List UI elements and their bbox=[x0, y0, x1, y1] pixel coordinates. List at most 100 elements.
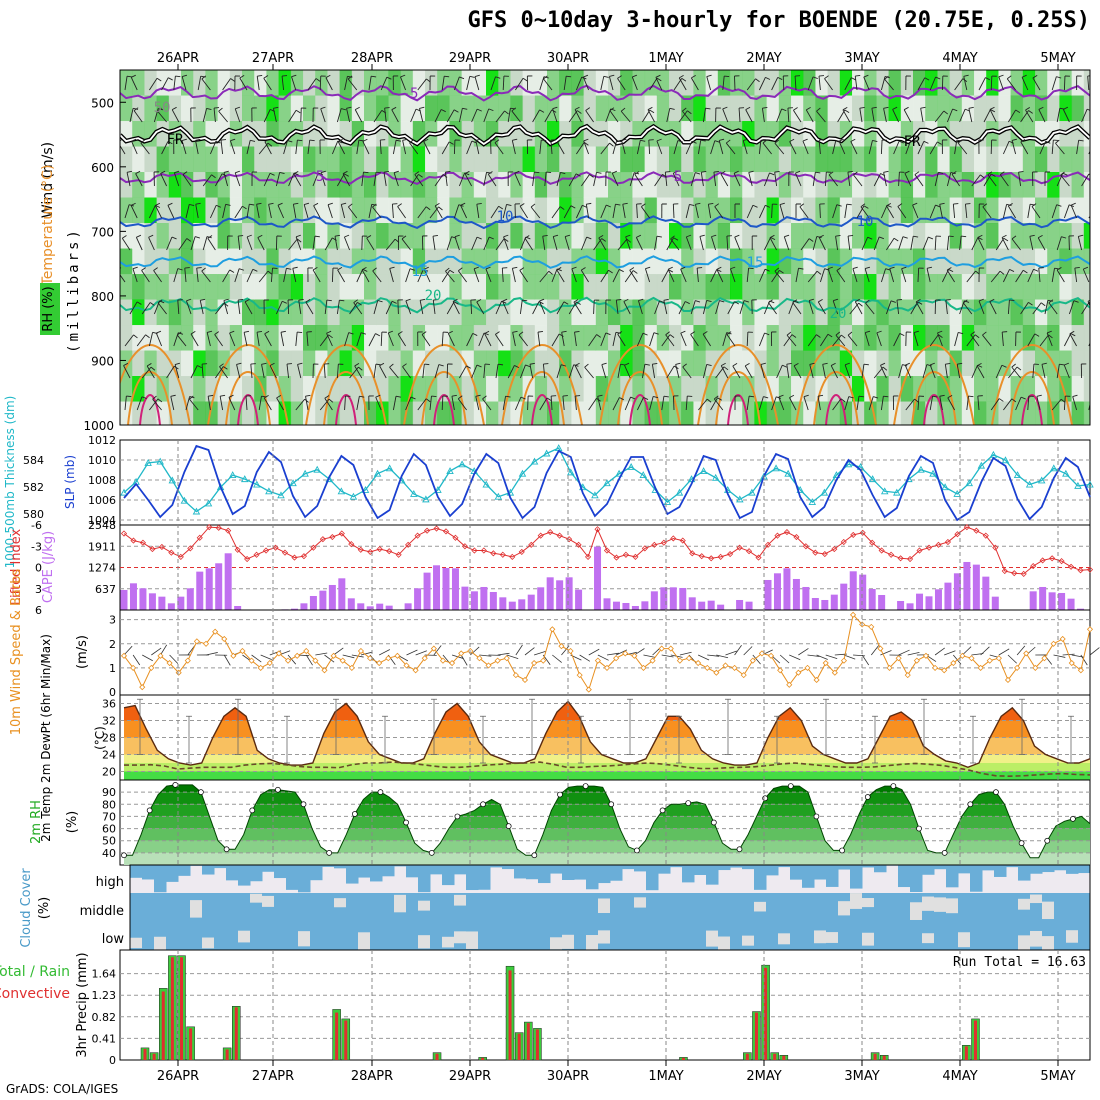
rh-cell bbox=[229, 350, 243, 377]
wind-barb bbox=[636, 332, 644, 347]
wind-barb-flag bbox=[414, 171, 420, 175]
cloud-low-gap bbox=[562, 934, 575, 949]
wind-barb bbox=[1032, 302, 1042, 315]
wind-barb-flag bbox=[1072, 394, 1078, 397]
wind-barb-flag bbox=[1047, 299, 1053, 302]
rh-cell bbox=[937, 223, 951, 249]
wind-barb bbox=[847, 334, 858, 347]
rh-cell bbox=[961, 325, 975, 351]
wind-barb bbox=[983, 173, 992, 187]
wind-barb bbox=[268, 204, 272, 219]
rh-cell bbox=[437, 325, 450, 351]
rh-cell bbox=[1022, 350, 1036, 377]
wind-barb bbox=[696, 268, 699, 283]
wind-barb bbox=[532, 301, 540, 315]
rh-cell bbox=[937, 95, 951, 122]
wind-barb-flag bbox=[297, 139, 303, 142]
wind-barb bbox=[672, 173, 680, 187]
cloud-mid-cell bbox=[238, 893, 251, 922]
wind-barb bbox=[710, 269, 718, 283]
wind-barb-flag bbox=[809, 362, 815, 365]
cloud-low-cell bbox=[526, 922, 539, 950]
rh-cell bbox=[620, 274, 633, 300]
wind-barb bbox=[1008, 366, 1018, 379]
wind-barb bbox=[971, 365, 978, 379]
li-point bbox=[386, 548, 393, 555]
wind-barb bbox=[258, 270, 269, 283]
rh2m-line bbox=[121, 782, 1091, 859]
rh-cell bbox=[656, 299, 670, 326]
cloud-mid-cell bbox=[682, 893, 695, 922]
wind-barb-flag bbox=[649, 109, 655, 114]
rh-cell bbox=[132, 376, 145, 402]
wind-barb bbox=[123, 365, 131, 379]
rh-cell bbox=[486, 376, 499, 402]
rh-cell bbox=[669, 325, 682, 351]
thickness-point bbox=[1037, 476, 1046, 484]
rh-cell bbox=[632, 274, 646, 300]
cape-bar bbox=[470, 591, 478, 610]
wind10-point bbox=[175, 669, 182, 676]
wind-barb bbox=[746, 268, 750, 283]
rh-cell bbox=[961, 376, 975, 402]
rh-cell bbox=[205, 146, 219, 173]
precip-conv-bar bbox=[435, 1053, 439, 1060]
wind-barb-flag bbox=[197, 365, 202, 369]
contour-line bbox=[127, 370, 173, 425]
wind-barb-flag bbox=[876, 330, 882, 334]
wind-barb bbox=[167, 205, 175, 219]
wind-barb bbox=[880, 205, 888, 219]
rh-cell bbox=[547, 146, 560, 173]
wind-barb bbox=[854, 301, 863, 315]
cloud-mid-cell bbox=[358, 893, 371, 922]
wind-barb bbox=[551, 268, 558, 283]
wind-barb bbox=[774, 142, 785, 155]
cloud-low-gap bbox=[550, 937, 563, 950]
cloud-high-cell bbox=[262, 865, 275, 872]
wind10-barb bbox=[597, 654, 609, 661]
wind-barb-flag bbox=[673, 237, 679, 241]
rh-cell bbox=[486, 274, 499, 300]
wind-barb bbox=[868, 396, 874, 411]
wind-barb bbox=[1056, 236, 1062, 251]
wind-barb bbox=[746, 396, 750, 411]
rh-cell bbox=[1047, 197, 1060, 224]
wind-barb-flag bbox=[495, 76, 501, 79]
wind-barb bbox=[223, 172, 229, 187]
wind-barb-flag bbox=[803, 394, 809, 398]
wind-barb bbox=[501, 267, 504, 283]
rh-point bbox=[711, 819, 717, 826]
wind-barb bbox=[807, 334, 817, 347]
cape-bar bbox=[366, 606, 374, 610]
wind-barb bbox=[166, 366, 175, 379]
rh-cell bbox=[827, 274, 841, 300]
rh-cell bbox=[559, 350, 572, 377]
wind-barb bbox=[600, 270, 609, 283]
wind-barb bbox=[1063, 75, 1066, 91]
thickness-point bbox=[530, 457, 539, 465]
precip-conv-bar bbox=[882, 1055, 886, 1060]
rh-cell bbox=[571, 325, 585, 351]
wind-barb-flag bbox=[1056, 76, 1062, 79]
wind-barb-flag bbox=[978, 298, 984, 302]
precip-conv-bar bbox=[535, 1029, 539, 1060]
wind-barb bbox=[600, 332, 607, 347]
wind-barb-flag bbox=[632, 74, 638, 78]
cloud-high-cell bbox=[466, 865, 479, 891]
rh-cell bbox=[364, 299, 377, 326]
rh-cell bbox=[547, 274, 560, 300]
wind-barb bbox=[353, 302, 363, 315]
wind-barb bbox=[1044, 300, 1049, 315]
wind-barb bbox=[860, 206, 870, 219]
wind-barb bbox=[1041, 364, 1046, 379]
wind-barb bbox=[817, 301, 826, 315]
cape-bars bbox=[120, 546, 1085, 610]
wind10-point bbox=[603, 664, 611, 671]
cape-bar bbox=[1048, 592, 1056, 610]
rh-cell bbox=[900, 248, 914, 275]
wind-barb bbox=[457, 398, 467, 411]
wind-barb bbox=[354, 109, 363, 123]
rh-cell bbox=[571, 223, 585, 249]
li-point bbox=[973, 527, 980, 534]
rh-cell bbox=[242, 248, 255, 275]
